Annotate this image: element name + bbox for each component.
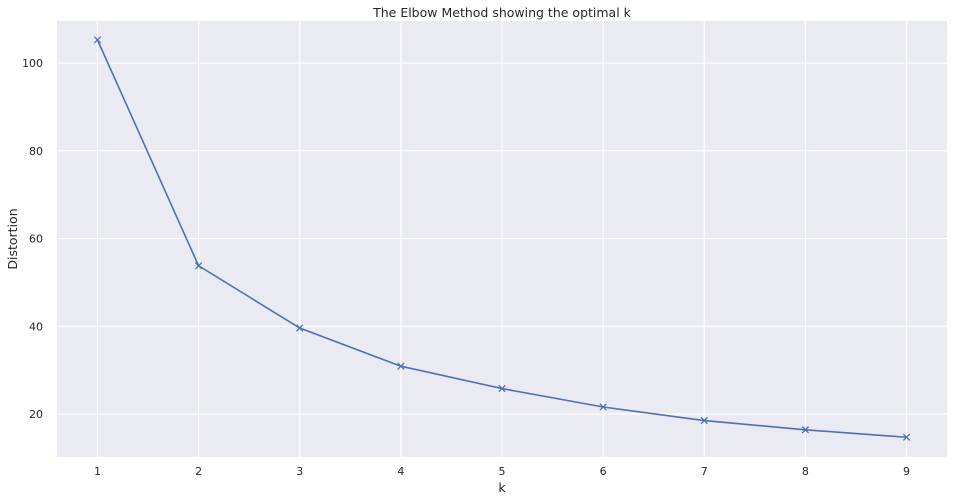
data-point-marker <box>700 416 708 425</box>
y-tick-label: 100 <box>22 57 43 70</box>
y-tick-label: 60 <box>29 233 43 246</box>
data-point-marker <box>801 426 810 434</box>
data-point-marker <box>93 36 102 44</box>
y-tick-label: 40 <box>29 320 43 333</box>
y-tick-label: 80 <box>29 145 43 158</box>
x-tick-label: 7 <box>701 465 708 478</box>
y-tick-label: 20 <box>29 408 43 421</box>
x-axis-label: k <box>498 480 506 495</box>
x-tick-label: 2 <box>195 465 202 478</box>
data-point-marker <box>498 384 506 393</box>
y-axis-label: Distortion <box>5 208 20 269</box>
chart-title: The Elbow Method showing the optimal k <box>372 5 632 20</box>
data-point-marker <box>599 403 607 411</box>
series-layer <box>93 36 911 441</box>
x-tick-label: 8 <box>802 465 809 478</box>
grid-lines <box>57 21 947 457</box>
x-tick-label: 9 <box>903 465 910 478</box>
x-tick-label: 4 <box>397 465 404 478</box>
tick-labels: 1 2 3 4 5 6 7 8 9 20 40 60 80 100 <box>22 57 910 478</box>
data-point-marker <box>397 362 405 370</box>
x-tick-label: 1 <box>94 465 101 478</box>
x-tick-label: 3 <box>296 465 303 478</box>
data-point-marker <box>194 262 203 270</box>
x-tick-label: 5 <box>499 465 506 478</box>
data-point-marker <box>902 433 911 441</box>
x-tick-label: 6 <box>600 465 607 478</box>
data-point-marker <box>296 324 304 332</box>
